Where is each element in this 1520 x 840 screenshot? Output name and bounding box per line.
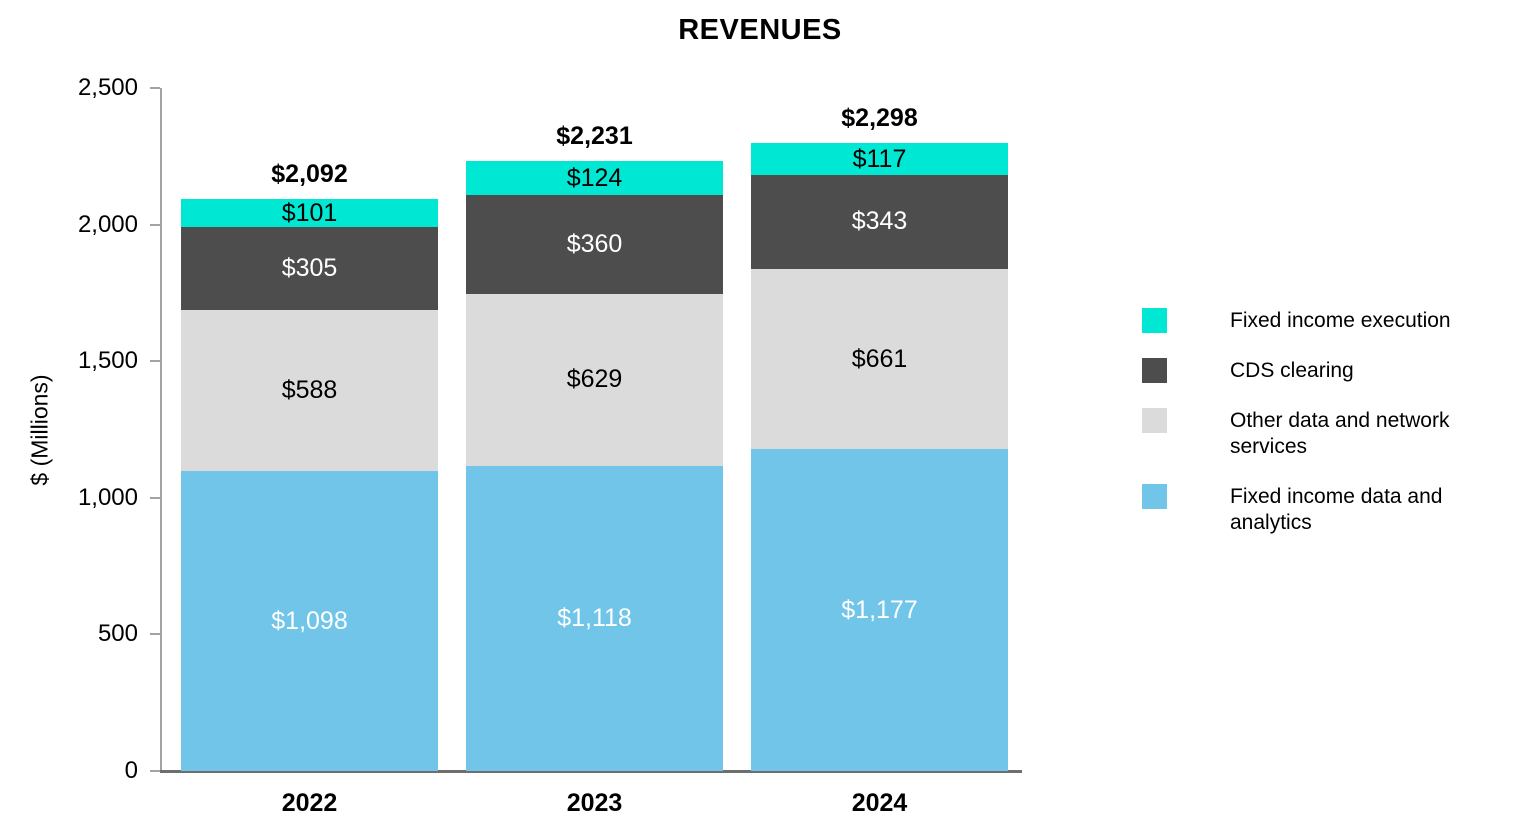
- legend: Fixed income execution CDS clearing Other …: [1142, 308, 1470, 536]
- y-tick-label: 500: [97, 620, 138, 648]
- x-axis-line: [160, 770, 1022, 773]
- bar-segment: $117: [751, 143, 1008, 176]
- y-tick-label: 2,500: [77, 74, 138, 101]
- legend-item: Fixed income execution: [1142, 308, 1470, 334]
- x-axis-label: 2023: [566, 789, 623, 817]
- bar-segment: $101: [181, 198, 438, 228]
- segment-value-label: $117: [852, 144, 907, 173]
- legend-swatch-icon: [1142, 408, 1167, 433]
- segment-value-label: $101: [281, 198, 338, 227]
- legend-label: Fixed income data and analytics: [1230, 485, 1443, 534]
- y-tick-mark: [150, 770, 160, 772]
- y-tick-mark: [150, 223, 160, 226]
- y-axis-line: [160, 88, 162, 772]
- segment-value-label: $305: [281, 254, 338, 283]
- legend-label: Fixed income execution: [1230, 309, 1451, 332]
- bar-segment: $1,177: [751, 449, 1008, 771]
- bar-total-label: $2,092: [271, 160, 348, 189]
- segment-value-label: $588: [281, 376, 338, 405]
- y-tick-label: 2,000: [77, 210, 138, 238]
- y-tick-label: 1,500: [77, 347, 138, 375]
- legend-label: Other data and network services: [1230, 409, 1450, 458]
- segment-value-label: $124: [566, 163, 623, 192]
- segment-value-label: $360: [566, 230, 623, 259]
- segment-value-label: $1,177: [841, 595, 918, 624]
- segment-value-label: $343: [851, 207, 908, 236]
- bar-segment: $661: [751, 268, 1008, 450]
- bar-segment: $343: [751, 175, 1008, 269]
- bar-segment: $1,098: [181, 471, 438, 771]
- y-tick-label: 0: [124, 757, 138, 784]
- bar-segment: $588: [181, 310, 438, 472]
- bar-segment: $360: [466, 195, 723, 294]
- bar-total-label: $2,231: [556, 122, 633, 151]
- plot-area: 0 500 1,000 1,500 2,000 2,500 $1,098 $588 $305 $…: [77, 74, 1022, 817]
- segment-value-label: $629: [566, 365, 623, 394]
- bar-segment: $124: [466, 161, 723, 196]
- y-tick-mark: [150, 87, 160, 89]
- x-axis-label: 2022: [281, 789, 338, 817]
- y-tick-mark: [150, 496, 160, 499]
- legend-item: Other data and network services: [1142, 408, 1470, 460]
- bar-total-label: $2,298: [841, 104, 918, 133]
- bar-segment: $1,118: [466, 465, 723, 771]
- x-axis-label: 2024: [851, 789, 908, 817]
- legend-item: CDS clearing: [1142, 358, 1470, 384]
- y-tick-label: 1,000: [77, 483, 138, 511]
- segment-value-label: $661: [851, 344, 908, 373]
- legend-label: CDS clearing: [1230, 359, 1354, 382]
- segment-value-label: $1,098: [271, 606, 348, 635]
- segment-value-label: $1,118: [557, 603, 632, 632]
- legend-swatch-icon: [1142, 484, 1167, 509]
- y-tick-mark: [150, 360, 160, 363]
- y-tick-mark: [150, 633, 160, 636]
- bar-segment: $629: [466, 293, 723, 466]
- legend-item: Fixed income data and analytics: [1142, 484, 1470, 536]
- bar-segment: $305: [181, 227, 438, 311]
- legend-swatch-icon: [1142, 358, 1167, 383]
- chart-title: REVENUES: [678, 14, 842, 46]
- legend-swatch-icon: [1142, 308, 1167, 333]
